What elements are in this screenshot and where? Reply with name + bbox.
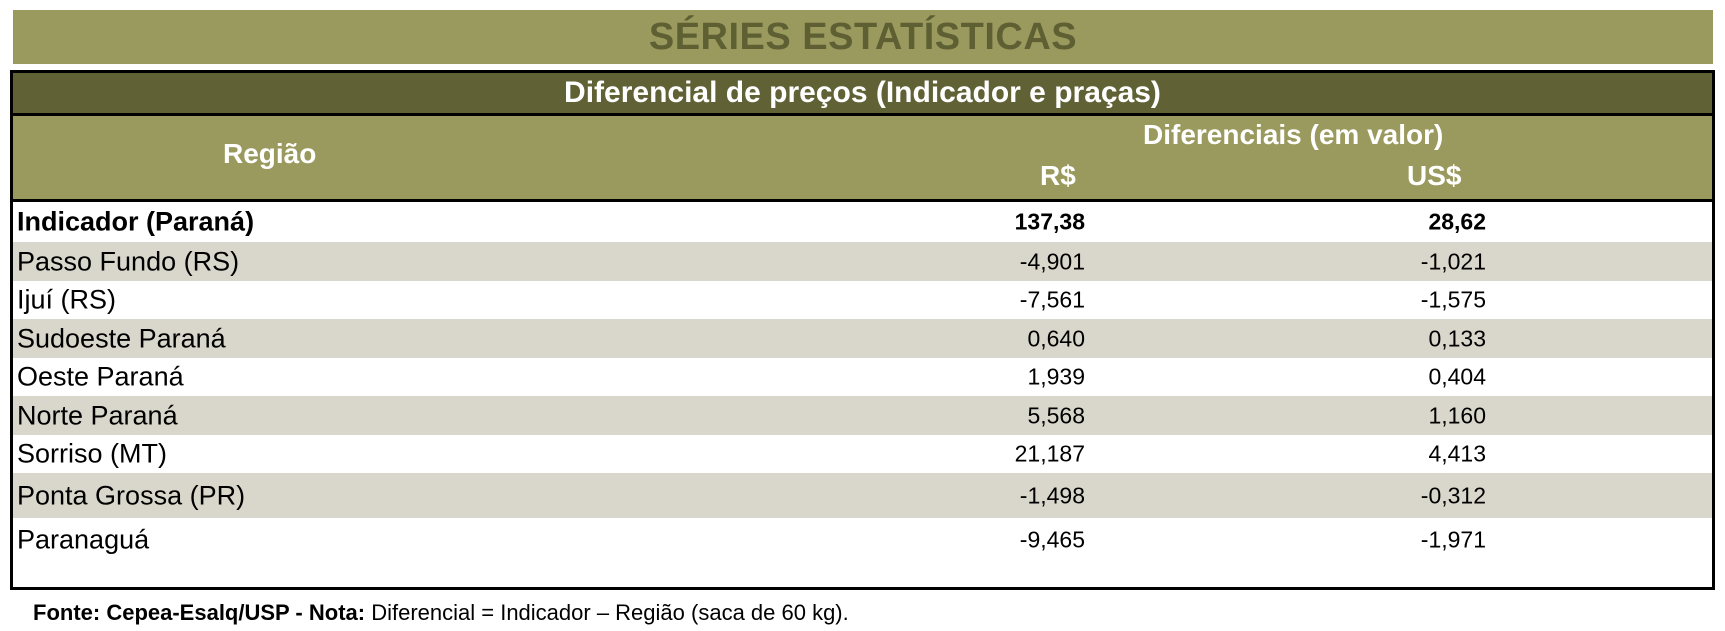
footnote-text: Diferencial = Indicador – Região (saca d… (365, 600, 849, 625)
row-brl: 137,38 (1014, 208, 1085, 235)
table-subtitle: Diferencial de preços (Indicador e praça… (13, 73, 1712, 116)
row-brl: 5,568 (1027, 402, 1085, 428)
table-row: Ponta Grossa (PR) -1,498 -0,312 (13, 473, 1712, 518)
row-region: Ponta Grossa (PR) (17, 480, 246, 510)
table-row: Indicador (Paraná) 137,38 28,62 (13, 202, 1712, 242)
source-footnote: Fonte: Cepea-Esalq/USP - Nota: Diferenci… (33, 600, 849, 626)
price-differential-table: Diferencial de preços (Indicador e praça… (10, 70, 1715, 590)
header-differentials: Diferenciais (em valor) (1143, 119, 1444, 150)
table-row: Sudoeste Paraná 0,640 0,133 (13, 319, 1712, 358)
header-usd: US$ (1407, 160, 1462, 191)
row-region: Sorriso (MT) (17, 438, 167, 469)
row-brl: 21,187 (1014, 440, 1085, 467)
header-region: Região (223, 138, 317, 169)
row-region: Sudoeste Paraná (17, 323, 226, 353)
table-row: Oeste Paraná 1,939 0,404 (13, 358, 1712, 396)
row-usd: 4,413 (1428, 440, 1486, 467)
row-usd: 0,133 (1428, 325, 1486, 351)
row-usd: 28,62 (1428, 208, 1486, 235)
table-row: Sorriso (MT) 21,187 4,413 (13, 435, 1712, 473)
row-usd: -1,971 (1420, 526, 1486, 552)
table-row: Passo Fundo (RS) -4,901 -1,021 (13, 242, 1712, 281)
row-region: Ijuí (RS) (17, 284, 117, 315)
row-region: Norte Paraná (17, 400, 178, 430)
table-row: Ijuí (RS) -7,561 -1,575 (13, 281, 1712, 319)
header-brl: R$ (1040, 160, 1076, 191)
row-usd: 0,404 (1428, 363, 1486, 390)
row-brl: -7,561 (1019, 286, 1085, 313)
row-usd: 1,160 (1428, 402, 1486, 428)
row-usd: -1,021 (1420, 248, 1486, 274)
row-brl: -4,901 (1019, 248, 1085, 274)
row-region: Paranaguá (17, 524, 150, 554)
row-region: Passo Fundo (RS) (17, 246, 240, 276)
table-header: Região Diferenciais (em valor) R$ US$ (13, 116, 1712, 202)
title-band: SÉRIES ESTATÍSTICAS (13, 10, 1713, 64)
table-body: Indicador (Paraná) 137,38 28,62 Passo Fu… (13, 202, 1712, 561)
row-usd: -1,575 (1420, 286, 1486, 313)
row-brl: 1,939 (1027, 363, 1085, 390)
row-brl: -1,498 (1019, 482, 1085, 508)
table-row: Norte Paraná 5,568 1,160 (13, 396, 1712, 435)
row-brl: -9,465 (1019, 526, 1085, 552)
page-title: SÉRIES ESTATÍSTICAS (648, 15, 1078, 58)
table-row: Paranaguá -9,465 -1,971 (13, 518, 1712, 561)
row-region: Indicador (Paraná) (17, 206, 255, 237)
row-region: Oeste Paraná (17, 361, 184, 392)
footnote-source-label: Fonte: Cepea-Esalq/USP - Nota: (33, 600, 366, 625)
row-brl: 0,640 (1027, 325, 1085, 351)
row-usd: -0,312 (1420, 482, 1486, 508)
